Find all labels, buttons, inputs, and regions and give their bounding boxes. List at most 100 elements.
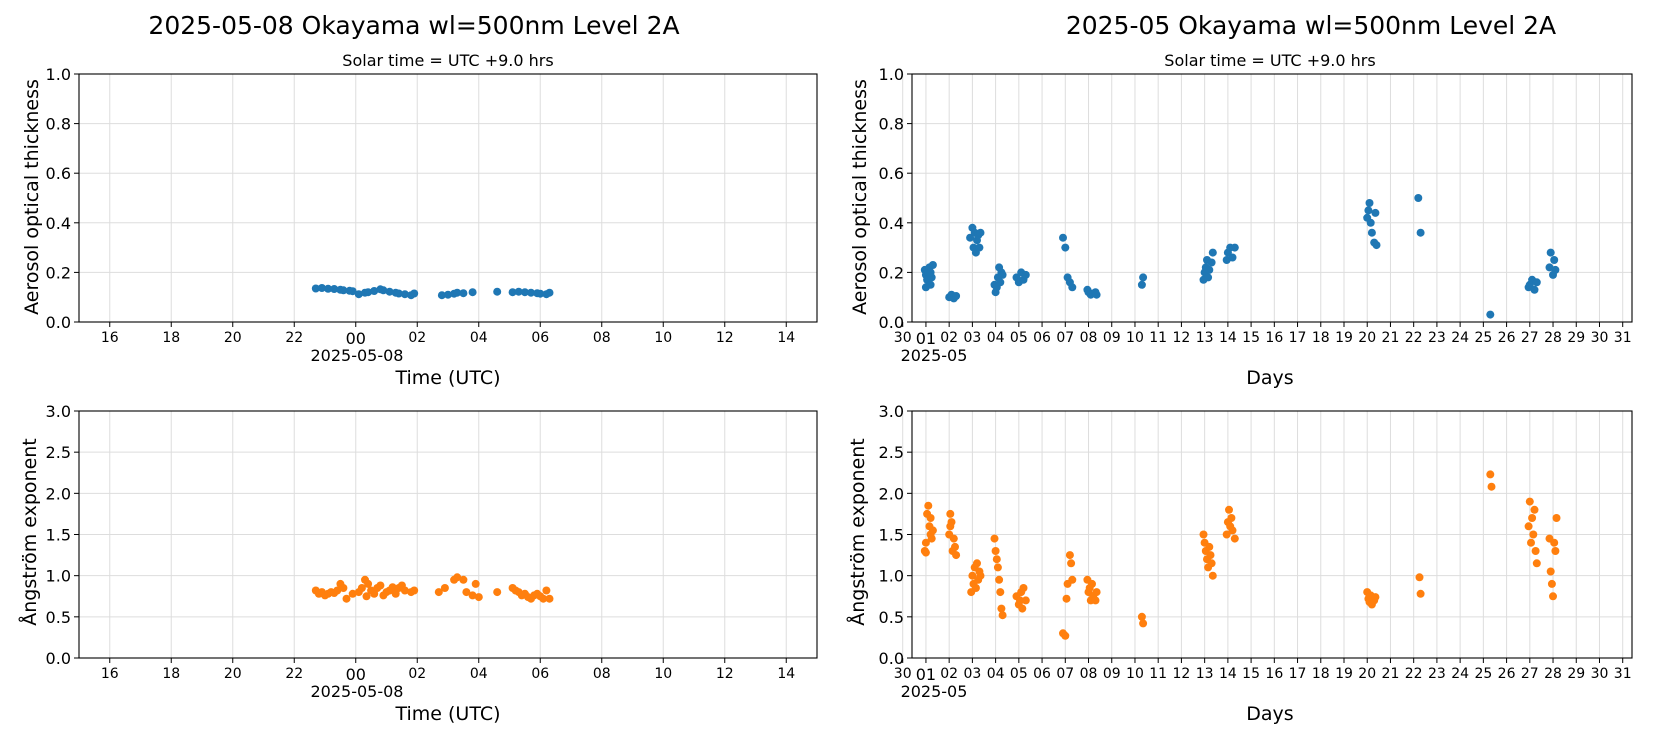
x-tick-label: 12 xyxy=(716,330,734,346)
data-point xyxy=(928,261,937,269)
x-tick-label: 21 xyxy=(1382,330,1400,346)
data-point xyxy=(453,288,462,297)
y-tick-label: 2.5 xyxy=(46,443,71,462)
days-xlabel-top: Days xyxy=(1246,367,1293,389)
date-label-top-left: 2025-05-08 xyxy=(311,346,404,365)
data-point xyxy=(926,268,935,277)
x-tick-label: 22 xyxy=(1405,666,1423,682)
data-point xyxy=(1416,589,1425,598)
x-tick-label: 01 xyxy=(916,665,936,684)
x-tick-label: 23 xyxy=(1428,330,1446,346)
x-tick-label: 12 xyxy=(716,666,734,682)
data-point xyxy=(1205,542,1214,551)
data-point xyxy=(1062,594,1071,603)
x-tick-label: 22 xyxy=(1405,330,1423,346)
data-point xyxy=(1059,233,1067,242)
x-tick-label: 18 xyxy=(1312,330,1330,346)
left-subtitle: Solar time = UTC +9.0 hrs xyxy=(342,51,553,70)
data-point xyxy=(400,586,409,595)
data-point xyxy=(1021,596,1030,605)
y-tick-label: 0.5 xyxy=(46,608,71,627)
x-tick-label: 22 xyxy=(285,330,303,346)
x-tick-label: 03 xyxy=(963,666,981,682)
aot-daily-panel: 16 18 20 22 00 02 04 06 08 10 12 14 0.0 0.2 0.4 0.6 0.8 1… xyxy=(46,65,818,348)
x-tick-label: 01 xyxy=(916,329,936,348)
data-point xyxy=(364,579,373,588)
data-point xyxy=(514,287,523,296)
data-point xyxy=(536,289,545,298)
x-tick-label: 10 xyxy=(654,330,672,346)
y-tick-label: 1.5 xyxy=(879,526,904,545)
x-tick-label: 30 xyxy=(1591,666,1609,682)
angstrom-ylabel-left: Ångström exponent xyxy=(18,438,41,626)
data-point xyxy=(971,584,980,592)
x-tick-label: 20 xyxy=(224,666,242,682)
data-point xyxy=(952,551,961,560)
data-point xyxy=(1068,283,1077,292)
x-tick-label: 12 xyxy=(1173,330,1191,346)
data-point xyxy=(339,286,348,295)
data-point xyxy=(1139,273,1148,282)
data-point xyxy=(379,286,388,295)
x-tick-label: 31 xyxy=(1614,330,1632,346)
y-tick-label: 2.5 xyxy=(879,443,904,462)
data-point xyxy=(348,589,357,598)
data-point xyxy=(968,571,977,580)
days-xlabel-bottom: Days xyxy=(1246,703,1293,725)
data-point xyxy=(1414,194,1423,202)
data-point xyxy=(1415,573,1424,582)
x-tick-label: 00 xyxy=(346,329,366,348)
x-tick-label: 26 xyxy=(1498,330,1516,346)
data-point xyxy=(1530,505,1539,514)
data-point xyxy=(459,289,468,298)
data-point xyxy=(542,586,551,595)
x-tick-label: 15 xyxy=(1242,666,1260,682)
y-tick-label: 0.0 xyxy=(46,313,71,332)
data-point xyxy=(1549,592,1557,601)
data-point xyxy=(946,522,955,531)
data-point xyxy=(440,584,449,592)
data-point xyxy=(388,583,397,592)
data-point xyxy=(921,548,930,557)
data-point xyxy=(348,287,357,296)
data-point xyxy=(1068,575,1077,584)
data-point xyxy=(949,534,958,543)
data-point xyxy=(921,283,930,292)
data-point xyxy=(330,285,339,293)
x-tick-label: 14 xyxy=(1219,330,1237,346)
data-point xyxy=(342,594,351,603)
data-point xyxy=(376,581,385,590)
x-tick-label: 16 xyxy=(1265,330,1283,346)
x-tick-label: 16 xyxy=(1265,666,1283,682)
x-tick-label: 30 xyxy=(894,666,912,682)
data-point xyxy=(462,588,471,597)
data-point xyxy=(400,290,409,299)
y-tick-label: 0.4 xyxy=(879,214,904,233)
data-point xyxy=(1546,567,1555,576)
data-point xyxy=(1547,579,1556,588)
data-point xyxy=(1551,547,1560,555)
data-point xyxy=(520,288,529,297)
data-point xyxy=(1199,530,1208,539)
data-point xyxy=(1137,612,1146,621)
data-point xyxy=(1225,505,1233,514)
data-point xyxy=(1416,228,1425,237)
data-point xyxy=(1019,584,1028,592)
x-tick-label: 19 xyxy=(1335,330,1353,346)
x-tick-label: 14 xyxy=(777,330,795,346)
x-tick-label: 04 xyxy=(987,666,1005,682)
y-tick-label: 1.0 xyxy=(46,567,71,586)
date-label-top-right: 2025-05 xyxy=(901,346,968,365)
data-point xyxy=(1371,593,1380,602)
data-point xyxy=(1371,208,1380,217)
time-xlabel-top: Time (UTC) xyxy=(394,367,500,389)
data-point xyxy=(1088,579,1096,588)
data-point xyxy=(539,594,548,603)
data-point xyxy=(992,555,1001,564)
data-point xyxy=(1529,530,1538,539)
y-tick-label: 0.0 xyxy=(879,649,904,668)
data-point xyxy=(1366,218,1375,227)
data-point xyxy=(1546,248,1555,257)
data-point xyxy=(921,538,930,547)
